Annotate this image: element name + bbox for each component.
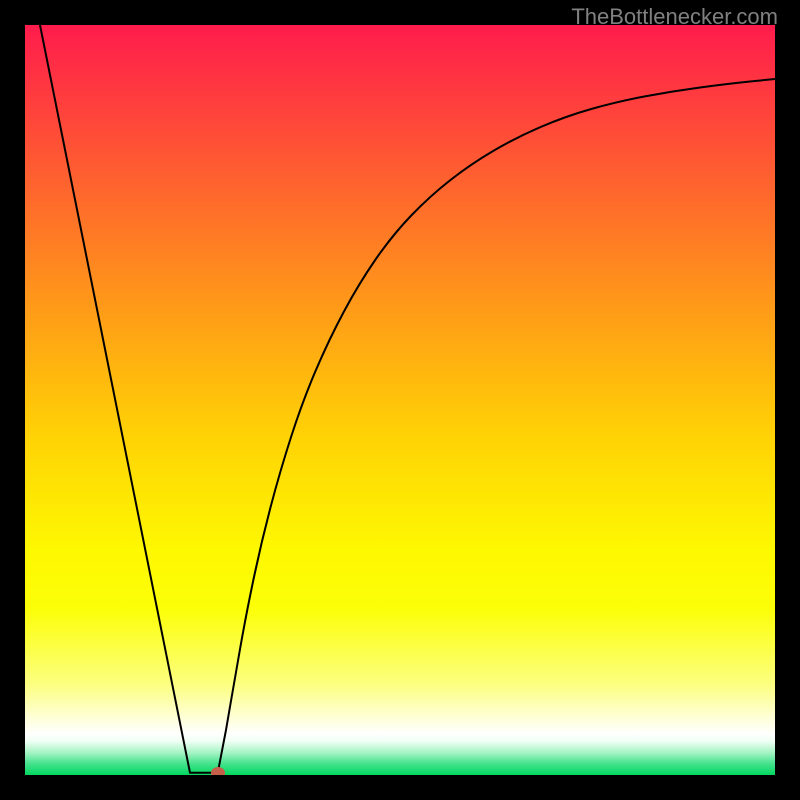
watermark-label: TheBottlenecker.com (571, 4, 778, 30)
chart-root: TheBottlenecker.com (0, 0, 800, 800)
minimum-marker (211, 767, 225, 775)
curve-svg (25, 25, 775, 775)
bottleneck-curve (40, 25, 775, 773)
plot-area (25, 25, 775, 775)
